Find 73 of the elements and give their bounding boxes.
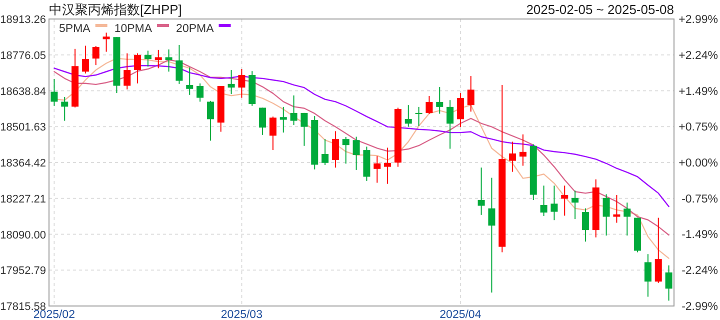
x-tick-label: 2025/02	[33, 309, 75, 320]
candlestick	[269, 116, 276, 151]
legend-label: 10PMA	[114, 23, 152, 35]
candlestick	[456, 92, 464, 128]
candlestick	[290, 94, 298, 126]
y2-tick-label: -1.49%	[682, 229, 718, 242]
chart-subtitle: 2025-02-05 ~ 2025-05-08	[526, 2, 674, 17]
y2-tick-label: -2.99%	[682, 301, 718, 313]
candlestick	[165, 48, 172, 72]
candlestick	[446, 100, 454, 150]
candlestick	[322, 138, 329, 166]
y2-tick-label: +0.75%	[678, 122, 718, 134]
candlestick	[238, 68, 246, 98]
candlestick	[206, 100, 214, 142]
y-tick-label: 18776.05	[0, 50, 46, 62]
candlestick	[280, 106, 287, 134]
y-tick-label: 18913.26	[0, 14, 46, 26]
candlestick	[467, 76, 474, 112]
y2-tick-label: +2.99%	[678, 14, 718, 26]
candlestick	[352, 136, 360, 170]
candlestick	[478, 167, 485, 216]
candlestick	[572, 190, 579, 220]
candlestick	[509, 141, 516, 172]
candlestick	[540, 185, 548, 216]
candlestick	[384, 147, 392, 184]
candlestick	[654, 217, 662, 284]
y2-tick-label: -2.24%	[682, 265, 718, 278]
y2-tick-label: +2.24%	[678, 50, 718, 62]
y-tick-label: 18090.00	[0, 229, 46, 242]
y-tick-label: 18364.42	[0, 158, 46, 170]
candlestick	[144, 50, 152, 68]
candlestick	[561, 185, 568, 216]
candlestick	[665, 264, 672, 302]
candlestick	[404, 104, 412, 128]
candlestick	[102, 32, 110, 52]
candlestick	[92, 46, 100, 66]
candlestick	[61, 96, 68, 122]
candlestick	[124, 52, 131, 90]
y2-tick-label: +1.49%	[678, 86, 718, 98]
candlestick	[50, 78, 58, 106]
candlestick	[374, 156, 381, 184]
y-tick-label: 18638.84	[0, 86, 46, 98]
candlestick	[488, 177, 496, 294]
candlestick	[228, 70, 235, 95]
candlestick	[300, 112, 308, 146]
legend-label: 5PMA	[59, 23, 91, 35]
candlestick	[134, 52, 142, 84]
candlestick	[415, 106, 422, 127]
candlestick	[342, 136, 350, 164]
candlestick	[550, 185, 558, 221]
x-tick-label: 2025/04	[440, 309, 482, 320]
candlestick	[519, 134, 526, 166]
y-tick-label: 18501.63	[0, 122, 46, 134]
candlestick	[186, 66, 194, 96]
y2-tick-label: -0.75%	[682, 193, 718, 206]
y-tick-label: 17952.79	[0, 265, 46, 278]
candlestick	[436, 86, 444, 114]
candlestick	[426, 95, 433, 114]
legend-label: 20PMA	[176, 23, 214, 35]
y-tick-label: 18227.21	[0, 193, 46, 206]
candlestick	[196, 82, 204, 102]
candlestick	[332, 130, 339, 168]
x-tick-label: 2025/03	[220, 309, 262, 320]
y2-tick-label: +0.00%	[678, 158, 718, 170]
candlestick	[582, 208, 589, 242]
candlestick	[176, 44, 183, 84]
candlestick	[259, 107, 266, 136]
candlestick	[602, 194, 610, 236]
candlestick	[82, 45, 89, 74]
chart-title: 中汉聚丙烯指数[ZHPP]	[49, 2, 182, 17]
candlestick	[154, 49, 162, 69]
candlestick	[624, 202, 631, 236]
candlestick	[644, 254, 652, 298]
